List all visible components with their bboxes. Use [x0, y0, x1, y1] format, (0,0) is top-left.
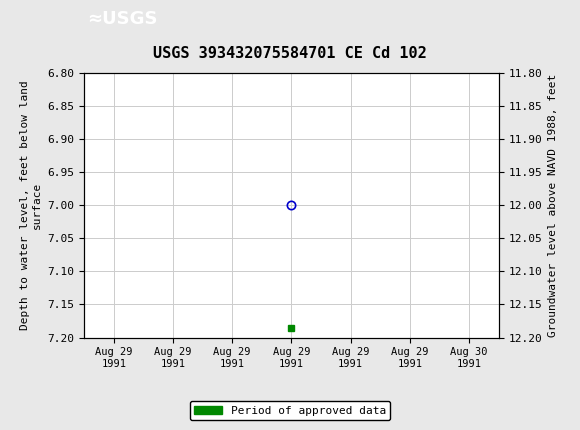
- Legend: Period of approved data: Period of approved data: [190, 401, 390, 420]
- Y-axis label: Groundwater level above NAVD 1988, feet: Groundwater level above NAVD 1988, feet: [548, 74, 558, 337]
- Text: USGS 393432075584701 CE Cd 102: USGS 393432075584701 CE Cd 102: [153, 46, 427, 61]
- Y-axis label: Depth to water level, feet below land
surface: Depth to water level, feet below land su…: [20, 80, 42, 330]
- Text: ≈USGS: ≈USGS: [87, 9, 158, 28]
